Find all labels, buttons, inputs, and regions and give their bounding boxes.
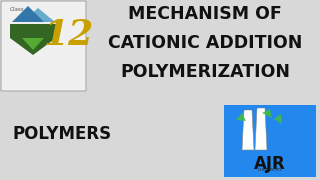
Text: CATIONIC ADDITION: CATIONIC ADDITION	[108, 34, 302, 52]
Polygon shape	[10, 24, 56, 55]
Polygon shape	[262, 109, 272, 118]
Polygon shape	[22, 8, 55, 22]
Text: Class: Class	[10, 7, 25, 12]
Polygon shape	[255, 108, 267, 150]
Polygon shape	[242, 110, 254, 150]
Polygon shape	[22, 38, 44, 50]
Polygon shape	[274, 114, 282, 124]
Text: CHEMISTRY: CHEMISTRY	[258, 168, 282, 172]
Text: MECHANISM OF: MECHANISM OF	[128, 5, 282, 23]
Text: POLYMERS: POLYMERS	[12, 125, 111, 143]
Polygon shape	[236, 113, 246, 121]
Text: 12: 12	[44, 18, 94, 52]
FancyBboxPatch shape	[224, 105, 316, 177]
Text: POLYMERIZATION: POLYMERIZATION	[120, 63, 290, 81]
FancyBboxPatch shape	[1, 1, 86, 91]
Polygon shape	[12, 6, 44, 22]
Text: AJR: AJR	[254, 155, 286, 173]
